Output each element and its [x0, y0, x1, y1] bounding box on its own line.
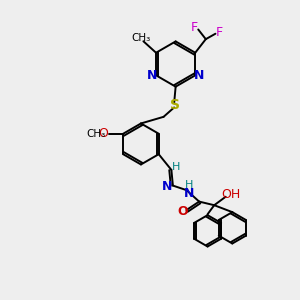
Text: O: O — [98, 127, 108, 140]
Text: H: H — [185, 180, 194, 190]
Text: N: N — [147, 69, 158, 82]
Text: F: F — [191, 21, 198, 34]
Text: N: N — [162, 180, 172, 193]
Text: S: S — [170, 98, 180, 112]
Text: CH₃: CH₃ — [86, 129, 106, 139]
Text: OH: OH — [221, 188, 241, 201]
Text: N: N — [183, 187, 194, 200]
Text: O: O — [177, 205, 188, 218]
Text: F: F — [216, 26, 223, 39]
Text: N: N — [194, 69, 204, 82]
Text: H: H — [172, 162, 181, 172]
Text: CH₃: CH₃ — [131, 33, 151, 43]
